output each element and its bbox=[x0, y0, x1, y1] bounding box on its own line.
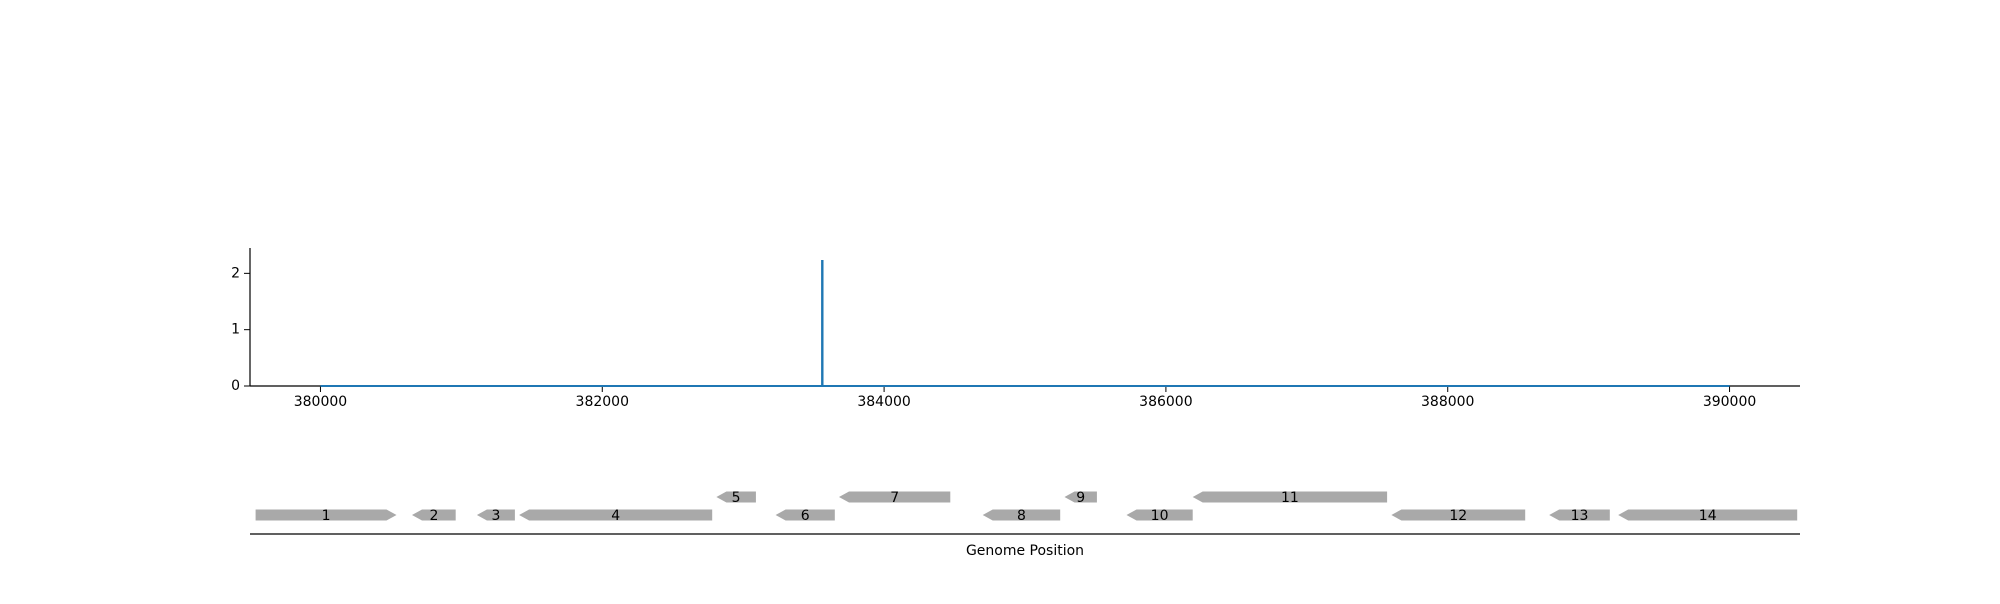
gene-arrow-14 bbox=[1618, 509, 1798, 521]
signal-plot: 380000 382000 384000 386000 388000 390000 0 1 2 bbox=[231, 248, 1800, 410]
gene-label-7: 7 bbox=[890, 490, 899, 506]
gene-arrow-12 bbox=[1391, 509, 1526, 521]
gene-arrow-11 bbox=[1192, 491, 1388, 503]
y-tick-label: 2 bbox=[231, 265, 240, 281]
y-tick-label: 0 bbox=[231, 378, 240, 394]
gene-label-2: 2 bbox=[429, 508, 438, 524]
series-group bbox=[320, 259, 1730, 387]
x-tick-label: 380000 bbox=[294, 394, 347, 410]
x-tick-label: 390000 bbox=[1703, 394, 1756, 410]
gene-arrow-7 bbox=[839, 491, 951, 503]
gene-arrow-5 bbox=[716, 491, 756, 503]
gene-arrow-13 bbox=[1549, 509, 1610, 521]
x-tick-label: 382000 bbox=[576, 394, 629, 410]
gene-label-10: 10 bbox=[1151, 508, 1169, 524]
gene-arrow-10 bbox=[1126, 509, 1193, 521]
gene-arrow-2 bbox=[412, 509, 456, 521]
gene-label-11: 11 bbox=[1281, 490, 1299, 506]
gene-label-8: 8 bbox=[1017, 508, 1026, 524]
gene-label-4: 4 bbox=[611, 508, 620, 524]
y-ticks: 0 1 2 bbox=[231, 265, 250, 394]
gene-arrow-6 bbox=[775, 509, 835, 521]
x-axis-label: Genome Position bbox=[966, 543, 1084, 559]
y-tick-label: 1 bbox=[231, 322, 240, 338]
gene-arrow-8 bbox=[982, 509, 1061, 521]
gene-label-9: 9 bbox=[1076, 490, 1085, 506]
gene-label-13: 13 bbox=[1571, 508, 1589, 524]
gene-label-1: 1 bbox=[322, 508, 331, 524]
gene-arrow-3 bbox=[476, 509, 515, 521]
gene-arrow-1 bbox=[255, 509, 397, 521]
gene-arrow-9 bbox=[1064, 491, 1097, 503]
gene-label-12: 12 bbox=[1449, 508, 1467, 524]
gene-arrow-4 bbox=[519, 509, 713, 521]
gene-label-6: 6 bbox=[801, 508, 810, 524]
gene-label-3: 3 bbox=[491, 508, 500, 524]
gene-label-14: 14 bbox=[1699, 508, 1717, 524]
x-ticks: 380000 382000 384000 386000 388000 390000 bbox=[294, 386, 1756, 410]
series-line-signal bbox=[320, 259, 1730, 387]
x-tick-label: 386000 bbox=[1139, 394, 1192, 410]
gene-label-5: 5 bbox=[732, 490, 741, 506]
x-tick-label: 388000 bbox=[1421, 394, 1474, 410]
x-tick-label: 384000 bbox=[857, 394, 910, 410]
